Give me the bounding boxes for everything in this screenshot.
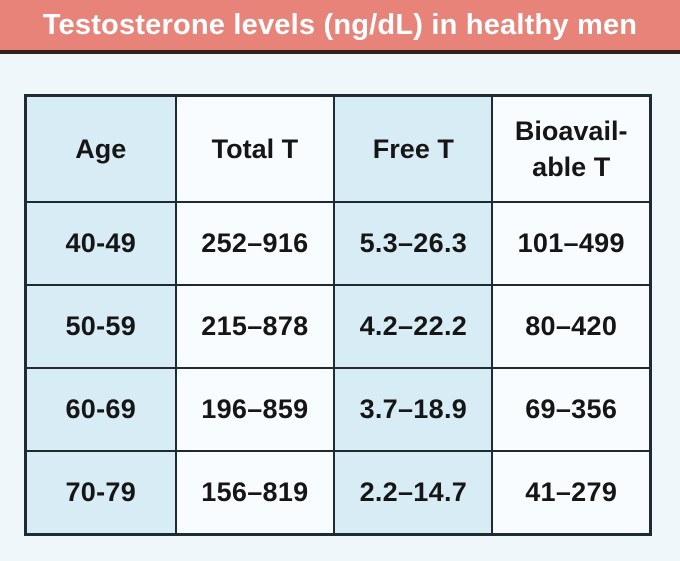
cell-total-t-40-49: 252–916 — [174, 201, 336, 286]
cell-age-70-79: 70-79 — [24, 450, 177, 536]
cell-age-60-69: 60-69 — [24, 367, 177, 452]
cell-free-t-70-79: 2.2–14.7 — [333, 450, 494, 536]
cell-total-t-50-59: 215–878 — [174, 284, 336, 369]
header-cell-total-t: Total T — [174, 94, 336, 203]
cell-free-t-60-69: 3.7–18.9 — [333, 367, 494, 452]
cell-free-t-50-59: 4.2–22.2 — [333, 284, 494, 369]
cell-bioavail-t-50-59: 80–420 — [491, 284, 652, 369]
title-bar: Testosterone levels (ng/dL) in healthy m… — [0, 0, 680, 50]
table-row-40-49: 40-49 252–916 5.3–26.3 101–499 — [24, 201, 652, 286]
cell-total-t-60-69: 196–859 — [174, 367, 336, 452]
cell-bioavail-t-70-79: 41–279 — [491, 450, 652, 536]
table-row-70-79: 70-79 156–819 2.2–14.7 41–279 — [24, 450, 652, 536]
cell-bioavail-t-40-49: 101–499 — [491, 201, 652, 286]
page-title: Testosterone levels (ng/dL) in healthy m… — [42, 8, 638, 41]
header-cell-bioavailable-t: Bioavail- able T — [491, 94, 652, 203]
cell-age-50-59: 50-59 — [24, 284, 177, 369]
cell-total-t-70-79: 156–819 — [174, 450, 336, 536]
table-row-50-59: 50-59 215–878 4.2–22.2 80–420 — [24, 284, 652, 369]
cell-bioavail-t-60-69: 69–356 — [491, 367, 652, 452]
table-container: Age Total T Free T Bioavail- able T 40-4… — [0, 54, 680, 536]
data-table: Age Total T Free T Bioavail- able T 40-4… — [24, 94, 652, 536]
divider-line — [0, 50, 680, 54]
cell-age-40-49: 40-49 — [24, 201, 177, 286]
table-header-row: Age Total T Free T Bioavail- able T — [24, 94, 652, 203]
infographic-page: Testosterone levels (ng/dL) in healthy m… — [0, 0, 680, 536]
cell-free-t-40-49: 5.3–26.3 — [333, 201, 494, 286]
header-cell-age: Age — [24, 94, 177, 203]
table-row-60-69: 60-69 196–859 3.7–18.9 69–356 — [24, 367, 652, 452]
header-cell-free-t: Free T — [333, 94, 494, 203]
